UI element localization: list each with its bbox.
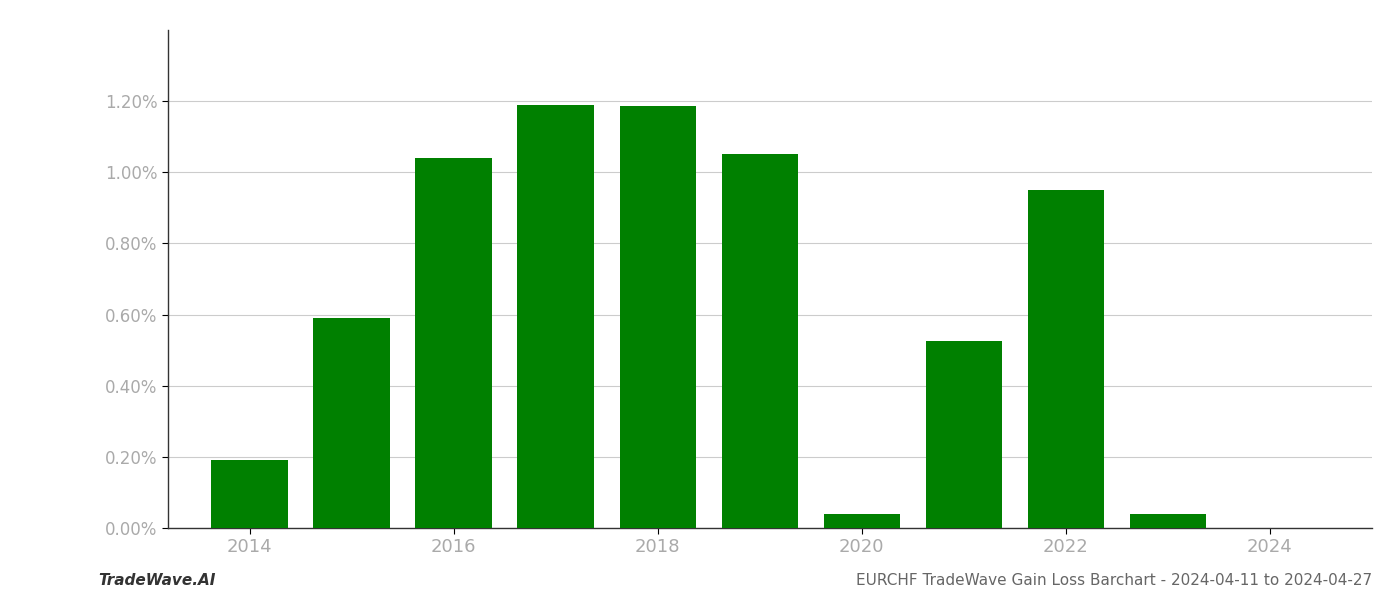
Bar	[416, 158, 491, 528]
Bar	[823, 514, 900, 528]
Text: EURCHF TradeWave Gain Loss Barchart - 2024-04-11 to 2024-04-27: EURCHF TradeWave Gain Loss Barchart - 20…	[855, 573, 1372, 588]
Bar	[211, 460, 288, 528]
Bar	[721, 154, 798, 528]
Bar	[314, 318, 391, 528]
Text: TradeWave.AI: TradeWave.AI	[98, 573, 216, 588]
Bar	[619, 106, 696, 528]
Bar	[1130, 514, 1207, 528]
Bar	[1028, 190, 1105, 528]
Bar	[925, 341, 1002, 528]
Bar	[518, 104, 594, 528]
